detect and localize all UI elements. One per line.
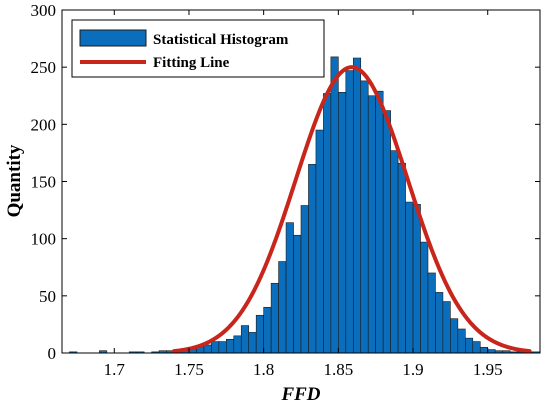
histogram-bar <box>218 341 227 354</box>
histogram-bar <box>240 325 250 354</box>
histogram-bar <box>323 93 332 354</box>
histogram-bar <box>211 341 220 354</box>
histogram-bar <box>390 150 399 354</box>
x-tick-label: 1.9 <box>402 360 423 379</box>
histogram-bar <box>255 314 264 354</box>
y-tick-label: 250 <box>31 58 57 77</box>
x-tick-label: 1.75 <box>174 360 204 379</box>
histogram-bar <box>382 110 391 354</box>
histogram-bar <box>375 90 384 354</box>
histogram-bar <box>367 95 376 354</box>
legend-label-histogram: Statistical Histogram <box>153 32 289 48</box>
histogram-bar <box>270 282 279 354</box>
histogram-bar <box>465 337 474 354</box>
histogram-bar <box>397 162 406 354</box>
histogram-bar <box>479 346 489 354</box>
fitting-line <box>172 65 532 354</box>
histogram-bar <box>226 338 235 354</box>
histogram-bar <box>360 80 369 354</box>
histogram-bar <box>248 332 257 354</box>
histogram-bar <box>412 204 421 354</box>
histogram-bar <box>308 164 317 354</box>
histogram-bar <box>420 241 429 354</box>
histogram-bar <box>442 301 451 354</box>
histogram-bar <box>293 234 302 354</box>
y-tick-label: 50 <box>39 287 56 306</box>
y-tick-label: 200 <box>31 115 57 134</box>
y-tick-label: 100 <box>31 230 57 249</box>
y-tick-label: 300 <box>31 1 57 20</box>
histogram-bar <box>263 306 272 354</box>
histogram-bar <box>330 56 339 354</box>
histogram-bar <box>450 318 459 354</box>
histogram-bar <box>278 261 287 354</box>
y-tick-label: 150 <box>31 173 57 192</box>
x-tick-label: 1.7 <box>104 360 126 379</box>
x-tick-label: 1.8 <box>253 360 274 379</box>
histogram-bar <box>300 205 309 354</box>
histogram-bar <box>457 328 466 354</box>
histogram-bar <box>472 341 481 354</box>
x-tick-label: 1.85 <box>323 360 353 379</box>
histogram-bar <box>352 57 362 354</box>
histogram-bar <box>285 222 294 354</box>
y-axis-ticks: 0 50 100 150 200 250 300 <box>31 1 540 363</box>
histogram-bar <box>233 335 242 354</box>
y-axis-title: Quantity <box>4 144 25 217</box>
histogram-bar <box>487 349 496 354</box>
x-tick-label: 1.95 <box>473 360 503 379</box>
histogram-bar <box>435 292 444 354</box>
legend-swatch-histogram <box>79 29 147 47</box>
histogram-bar <box>405 201 414 354</box>
x-axis-ticks: 1.7 1.75 1.8 1.85 1.9 1.95 <box>104 10 503 379</box>
histogram-bars <box>69 56 541 354</box>
x-axis-title: FFD <box>280 384 320 405</box>
histogram-bar <box>338 92 347 354</box>
histogram-bar <box>203 344 212 354</box>
legend-label-fitting-line: Fitting Line <box>153 55 230 71</box>
histogram-bar <box>427 272 436 354</box>
histogram-bar <box>315 129 324 354</box>
histogram-bar <box>345 70 354 354</box>
legend: Statistical Histogram Fitting Line <box>71 19 325 78</box>
y-tick-label: 0 <box>48 344 57 363</box>
